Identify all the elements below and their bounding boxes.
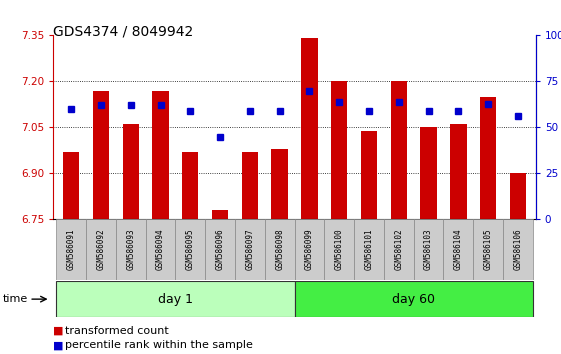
Bar [116, 219, 146, 280]
Text: percentile rank within the sample: percentile rank within the sample [65, 340, 252, 350]
Bar [205, 219, 235, 280]
Text: GSM586097: GSM586097 [245, 229, 254, 270]
Text: GSM586092: GSM586092 [96, 229, 105, 270]
Text: GSM586102: GSM586102 [394, 229, 403, 270]
Bar [56, 281, 295, 317]
Bar [295, 281, 533, 317]
Bar [63, 152, 79, 219]
Text: GSM586100: GSM586100 [335, 229, 344, 270]
Bar [301, 39, 318, 219]
Text: GSM586098: GSM586098 [275, 229, 284, 270]
Text: GSM586099: GSM586099 [305, 229, 314, 270]
Text: GDS4374 / 8049942: GDS4374 / 8049942 [53, 25, 194, 39]
Text: GSM586104: GSM586104 [454, 229, 463, 270]
Text: day 60: day 60 [392, 293, 435, 306]
Bar [235, 219, 265, 280]
Text: GSM586095: GSM586095 [186, 229, 195, 270]
Text: GSM586091: GSM586091 [67, 229, 76, 270]
Bar [93, 91, 109, 219]
Bar [56, 219, 86, 280]
Bar [182, 152, 199, 219]
Text: ■: ■ [53, 340, 64, 350]
Bar [473, 219, 503, 280]
Bar [450, 124, 467, 219]
Bar [153, 91, 169, 219]
Bar [86, 219, 116, 280]
Text: GSM586096: GSM586096 [215, 229, 224, 270]
Text: GSM586103: GSM586103 [424, 229, 433, 270]
Bar [146, 219, 176, 280]
Text: transformed count: transformed count [65, 326, 168, 336]
Bar [272, 149, 288, 219]
Bar [242, 152, 258, 219]
Bar [420, 127, 436, 219]
Bar [510, 173, 526, 219]
Bar [295, 219, 324, 280]
Bar [122, 124, 139, 219]
Bar [324, 219, 354, 280]
Bar [176, 219, 205, 280]
Bar [480, 97, 496, 219]
Bar [384, 219, 413, 280]
Bar [413, 219, 443, 280]
Bar [265, 219, 295, 280]
Text: ■: ■ [53, 326, 64, 336]
Bar [390, 81, 407, 219]
Bar [354, 219, 384, 280]
Text: GSM586093: GSM586093 [126, 229, 135, 270]
Bar [331, 81, 347, 219]
Bar [212, 210, 228, 219]
Text: day 1: day 1 [158, 293, 193, 306]
Text: GSM586105: GSM586105 [484, 229, 493, 270]
Bar [443, 219, 473, 280]
Bar [361, 131, 377, 219]
Bar [503, 219, 533, 280]
Text: time: time [3, 294, 28, 304]
Text: GSM586101: GSM586101 [365, 229, 374, 270]
Text: GSM586106: GSM586106 [513, 229, 522, 270]
Text: GSM586094: GSM586094 [156, 229, 165, 270]
